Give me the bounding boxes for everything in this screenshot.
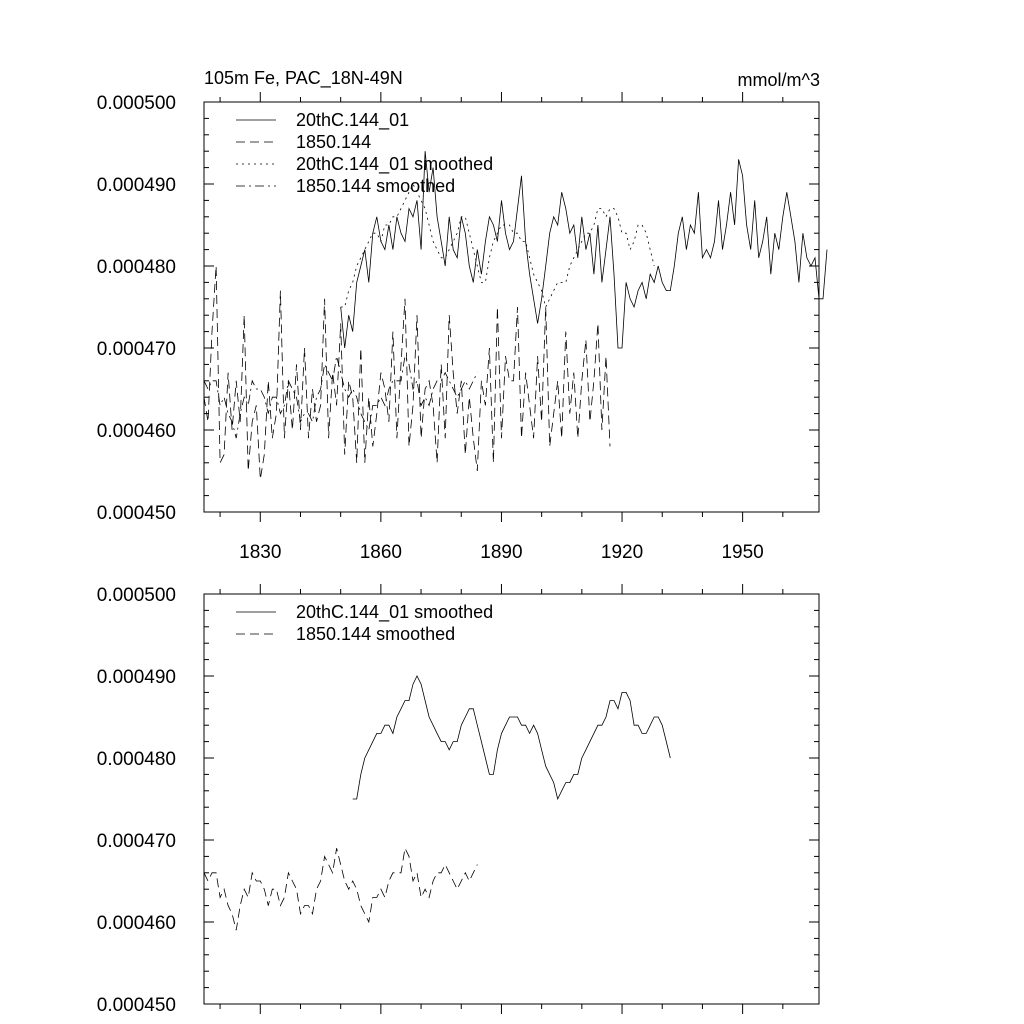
y-tick-label: 0.000460 [97,421,176,442]
x-tick-label: 1890 [480,542,522,563]
y-tick-label: 0.000460 [97,913,176,934]
x-tick-label: 1950 [721,542,763,563]
y-tick-label: 0.000500 [97,93,176,114]
chart-units-label: mmol/m^3 [738,70,820,90]
top-y-tick-labels: 0.000450 0.000460 0.000470 0.000480 0.000490… [97,93,176,524]
series-line [203,846,478,931]
x-tick-label: 1920 [601,542,643,563]
x-tick-label: 1860 [360,542,402,563]
series-line [340,183,655,309]
bottom-y-tick-labels: 0.000450 0.000460 0.000470 0.000480 0.000490… [97,585,176,1016]
top-plot-frame [203,101,820,513]
x-tick-label: 1830 [239,542,281,563]
bottom-plot-frame [203,593,820,1005]
y-tick-label: 0.000480 [97,257,176,278]
top-chart-panel: 105m Fe, PAC_18N-49N mmol/m^3 0.0004500.… [97,68,828,563]
y-tick-label: 0.000500 [97,585,176,606]
y-tick-label: 0.000490 [97,667,176,688]
legend-label: 20thC.144_01 [296,110,409,131]
y-tick-label: 0.000470 [97,831,176,852]
top-axis-ticks [204,92,819,522]
series-line [203,354,478,439]
series-line [203,265,611,480]
y-tick-label: 0.000490 [97,175,176,196]
bottom-chart-panel: 0.000450 0.000460 0.000470 0.000480 0.000490… [97,584,820,1016]
top-series-group [203,151,828,480]
series-line [340,151,828,349]
y-tick-label: 0.000450 [97,503,176,524]
chart-title: 105m Fe, PAC_18N-49N [204,68,403,89]
top-x-tick-labels: 1830 1860 1890 1920 1950 [239,542,764,563]
legend-label: 20thC.144_01 smoothed [296,154,493,175]
y-tick-label: 0.000450 [97,995,176,1016]
bottom-axis-ticks [204,584,819,1014]
series-line [352,675,671,801]
legend-label: 20thC.144_01 smoothed [296,602,493,623]
bottom-series-group [203,675,671,931]
y-tick-label: 0.000480 [97,749,176,770]
legend-label: 1850.144 smoothed [296,176,455,196]
y-tick-label: 0.000470 [97,339,176,360]
legend-label: 1850.144 [296,132,371,152]
legend-label: 1850.144 smoothed [296,624,455,644]
